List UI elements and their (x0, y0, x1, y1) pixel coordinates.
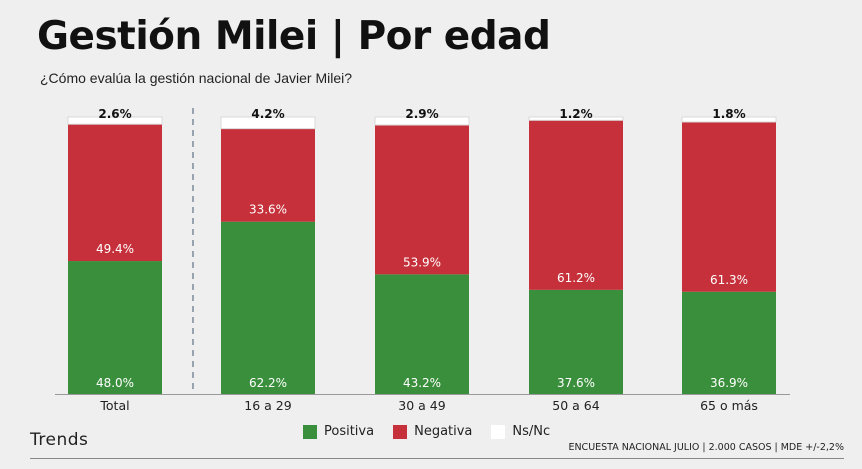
category-label-total: Total (99, 398, 129, 413)
data-label-positiva-30-49: 43.2% (403, 376, 441, 390)
data-label-negativa-30-49: 53.9% (403, 255, 441, 269)
legend-item-positiva: Positiva (303, 424, 374, 439)
brand-logo: Trends (30, 430, 89, 450)
data-label-negativa-50-64: 61.2% (557, 271, 595, 285)
data-label-negativa-16-29: 33.6% (249, 203, 287, 217)
legend-item-nsnc: Ns/Nc (491, 424, 550, 439)
data-label-negativa-65-mas: 61.3% (710, 273, 748, 287)
legend-swatch-nsnc (491, 424, 506, 439)
data-label-nsnc-50-64: 1.2% (559, 107, 592, 121)
bar-positiva-total (68, 261, 162, 394)
data-label-nsnc-30-49: 2.9% (405, 107, 438, 121)
legend-swatch-positiva (303, 424, 317, 439)
data-label-negativa-total: 49.4% (96, 242, 134, 256)
category-label-50-64: 50 a 64 (552, 398, 599, 413)
category-label-30-49: 30 a 49 (398, 398, 445, 413)
source-note: ENCUESTA NACIONAL JULIO | 2.000 CASOS | … (568, 442, 844, 453)
bar-nsnc-16-29 (220, 116, 316, 130)
bar-positiva-50-64 (529, 289, 623, 394)
data-label-positiva-total: 48.0% (96, 376, 134, 390)
footer-divider (30, 458, 844, 459)
bar-negativa-65-mas (682, 121, 776, 292)
category-label-65-mas: 65 o más (700, 398, 758, 413)
data-label-nsnc-16-29: 4.2% (251, 107, 284, 121)
bar-nsnc-30-49 (374, 116, 470, 126)
bar-positiva-16-29 (221, 221, 315, 394)
data-label-positiva-65-mas: 36.9% (710, 376, 748, 390)
bar-negativa-50-64 (529, 120, 623, 290)
chart-title: Gestión Milei | Por edad (37, 14, 551, 59)
legend-label-positiva: Positiva (324, 424, 375, 439)
category-label-16-29: 16 a 29 (244, 398, 291, 413)
legend-item-negativa: Negativa (393, 424, 472, 439)
bar-nsnc-65-mas (681, 116, 777, 123)
legend-label-negativa: Negativa (414, 424, 473, 439)
legend-swatch-negativa (393, 424, 408, 439)
legend: Positiva Negativa Ns/Nc (303, 424, 569, 439)
data-label-positiva-50-64: 37.6% (557, 376, 595, 390)
data-label-nsnc-total: 2.6% (98, 107, 131, 121)
bar-positiva-30-49 (375, 274, 469, 394)
data-label-positiva-16-29: 62.2% (249, 376, 287, 390)
chart-subtitle: ¿Cómo evalúa la gestión nacional de Javi… (40, 70, 353, 86)
bar-negativa-total (68, 124, 162, 262)
bar-positiva-65-mas (682, 291, 776, 394)
bar-negativa-30-49 (375, 125, 469, 275)
legend-label-nsnc: Ns/Nc (512, 424, 551, 439)
bar-nsnc-50-64 (528, 116, 624, 121)
data-label-nsnc-65-mas: 1.8% (712, 107, 745, 121)
bar-nsnc-total (67, 116, 163, 125)
bar-negativa-16-29 (221, 128, 315, 222)
